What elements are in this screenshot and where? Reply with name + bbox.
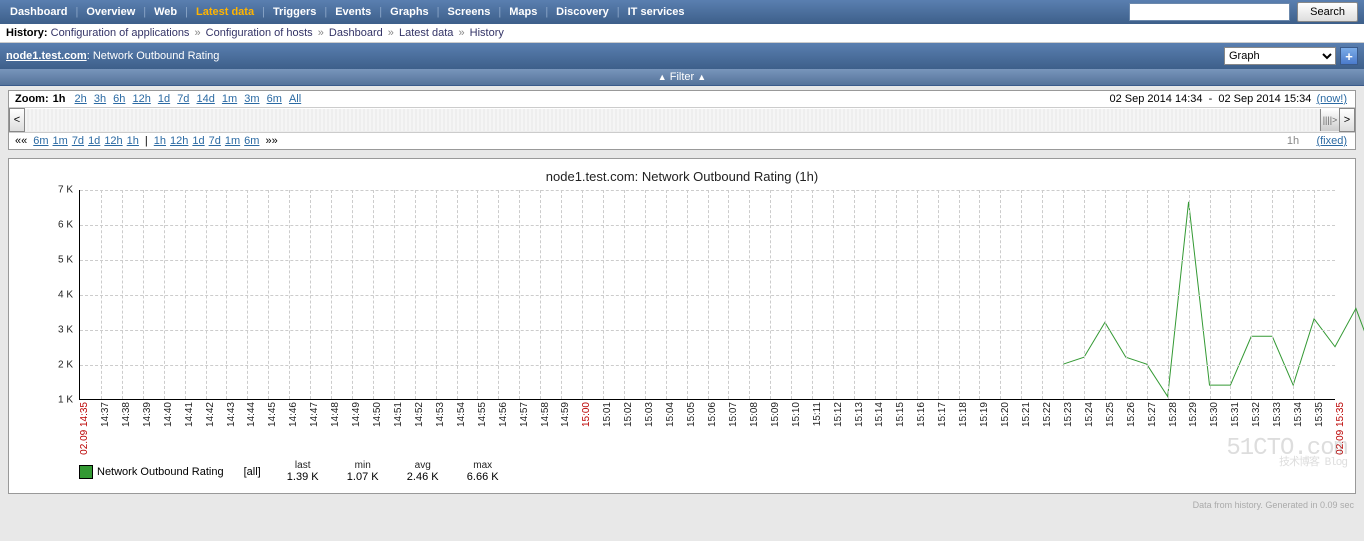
nav-it-services[interactable]: IT services [624, 4, 689, 20]
chevron-down-icon: ▲ [697, 72, 706, 82]
legend-color-box [79, 465, 93, 479]
nav-right-option[interactable]: 6m [244, 135, 259, 147]
zoom-option[interactable]: 2h [75, 93, 87, 105]
plot [79, 190, 1335, 400]
zoom-label: Zoom: [15, 93, 49, 105]
nav-left-option[interactable]: 1m [53, 135, 68, 147]
nav-discovery[interactable]: Discovery [552, 4, 613, 20]
nav-left-option[interactable]: 6m [33, 135, 48, 147]
slider-track[interactable]: ||||> [25, 109, 1339, 131]
nav-events[interactable]: Events [331, 4, 375, 20]
legend-stat-avg: avg2.46 K [401, 460, 445, 483]
zoom-option[interactable]: 1m [222, 93, 237, 105]
page-title: : Network Outbound Rating [87, 50, 220, 62]
breadcrumb-item[interactable]: Configuration of applications [51, 27, 190, 39]
zoom-option[interactable]: 14d [197, 93, 215, 105]
nav-right-option[interactable]: 12h [170, 135, 188, 147]
nav-triggers[interactable]: Triggers [269, 4, 320, 20]
nav-screens[interactable]: Screens [444, 4, 495, 20]
y-axis: 1 K2 K3 K4 K5 K6 K7 K [43, 190, 73, 400]
x-axis: 02.09 14:3514:3714:3814:3914:4014:4114:4… [79, 400, 1335, 456]
zoom-option-selected: 1h [53, 93, 66, 105]
nav-dashboard[interactable]: Dashboard [6, 4, 71, 20]
nav-right-option[interactable]: 7d [209, 135, 221, 147]
host-link[interactable]: node1.test.com [6, 50, 87, 62]
nav-right-option[interactable]: 1m [225, 135, 240, 147]
legend-stat-last: last1.39 K [281, 460, 325, 483]
nav-right-option[interactable]: 1h [154, 135, 166, 147]
time-slider[interactable]: < ||||> > [9, 107, 1355, 133]
fixed-link[interactable]: (fixed) [1316, 135, 1347, 147]
breadcrumb-item[interactable]: Configuration of hosts [206, 27, 313, 39]
search-button[interactable]: Search [1297, 2, 1358, 22]
now-link[interactable]: (now!) [1316, 93, 1347, 105]
legend-stat-max: max6.66 K [461, 460, 505, 483]
nav-left-option[interactable]: 7d [72, 135, 84, 147]
zoom-option[interactable]: All [289, 93, 301, 105]
nav-latest-data[interactable]: Latest data [192, 4, 258, 20]
page-header: node1.test.com : Network Outbound Rating… [0, 43, 1364, 69]
legend-name: Network Outbound Rating [97, 465, 224, 477]
slider-handle[interactable]: ||||> [1320, 109, 1339, 131]
legend-scope: [all] [244, 466, 261, 478]
breadcrumb-item[interactable]: Latest data [399, 27, 453, 39]
zoom-option[interactable]: 6m [267, 93, 282, 105]
chevron-down-icon: ▲ [658, 72, 667, 82]
zoom-option[interactable]: 3m [244, 93, 259, 105]
legend: Network Outbound Rating [all] last1.39 K… [79, 460, 1345, 483]
zoom-option[interactable]: 1d [158, 93, 170, 105]
nav-web[interactable]: Web [150, 4, 181, 20]
zoom-option[interactable]: 6h [113, 93, 125, 105]
footer-text: Data from history. Generated in 0.09 sec [0, 498, 1364, 512]
nav-right-option[interactable]: 1d [192, 135, 204, 147]
nav-left-option[interactable]: 1h [127, 135, 139, 147]
view-select[interactable]: Graph [1224, 47, 1336, 65]
nav-left-option[interactable]: 12h [104, 135, 122, 147]
breadcrumb-item[interactable]: History [470, 27, 504, 39]
main-nav: Dashboard|Overview|Web|Latest data|Trigg… [0, 0, 1364, 24]
graph-container: node1.test.com: Network Outbound Rating … [8, 158, 1356, 494]
legend-stat-min: min1.07 K [341, 460, 385, 483]
nav-rr: »» [265, 135, 277, 147]
time-range: 02 Sep 2014 14:34 - 02 Sep 2014 15:34 (n… [1110, 93, 1349, 105]
zoom-option[interactable]: 7d [177, 93, 189, 105]
slider-left-button[interactable]: < [9, 108, 25, 132]
nav-overview[interactable]: Overview [82, 4, 139, 20]
add-button[interactable]: + [1340, 47, 1358, 65]
chart-area: 1 K2 K3 K4 K5 K6 K7 K [79, 190, 1335, 400]
time-selector: Zoom: 1h 2h 3h 6h 12h 1d 7d 14d 1m 3m 6m… [8, 90, 1356, 150]
chart-title: node1.test.com: Network Outbound Rating … [19, 169, 1345, 184]
breadcrumb-item[interactable]: Dashboard [329, 27, 383, 39]
nav-maps[interactable]: Maps [505, 4, 541, 20]
breadcrumb: History: Configuration of applications »… [0, 24, 1364, 43]
search-input[interactable] [1129, 3, 1290, 21]
slider-right-button[interactable]: > [1339, 108, 1355, 132]
zoom-option[interactable]: 12h [132, 93, 150, 105]
nav-sep: | [145, 135, 148, 147]
nav-graphs[interactable]: Graphs [386, 4, 433, 20]
breadcrumb-label: History: [6, 27, 48, 39]
span-label: 1h [1287, 135, 1299, 147]
nav-left-option[interactable]: 1d [88, 135, 100, 147]
zoom-option[interactable]: 3h [94, 93, 106, 105]
nav-ll: «« [15, 135, 27, 147]
filter-toggle[interactable]: ▲ Filter ▲ [0, 69, 1364, 86]
